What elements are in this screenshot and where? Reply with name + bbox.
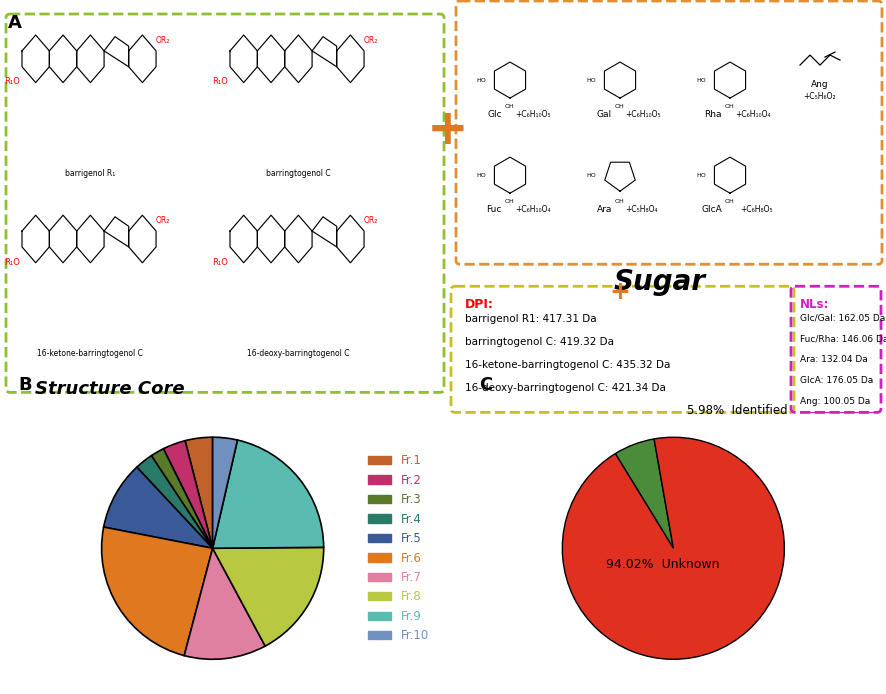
Text: DPI:: DPI: (465, 298, 494, 312)
Wedge shape (213, 440, 323, 548)
Text: OH: OH (505, 199, 515, 204)
Legend: Fr.1, Fr.2, Fr.3, Fr.4, Fr.5, Fr.6, Fr.7, Fr.8, Fr.9, Fr.10: Fr.1, Fr.2, Fr.3, Fr.4, Fr.5, Fr.6, Fr.7… (363, 449, 433, 648)
Text: +: + (610, 280, 631, 304)
Text: +C₅H₈O₄: +C₅H₈O₄ (626, 205, 658, 214)
Text: R₁O: R₁O (4, 77, 20, 86)
Text: +C₆H₁₀O₄: +C₆H₁₀O₄ (516, 205, 551, 214)
Wedge shape (184, 548, 265, 659)
Text: GlcA: GlcA (701, 205, 722, 214)
Wedge shape (563, 437, 784, 659)
Wedge shape (615, 439, 673, 548)
Text: Fuc/Rha: 146.06 Da: Fuc/Rha: 146.06 Da (800, 335, 886, 344)
Text: OR₂: OR₂ (155, 216, 169, 225)
Text: Glc/Gal: 162.05 Da: Glc/Gal: 162.05 Da (800, 313, 885, 322)
Text: +C₅H₆O₂: +C₅H₆O₂ (804, 92, 836, 101)
Wedge shape (163, 441, 213, 548)
Wedge shape (213, 548, 323, 646)
Wedge shape (102, 527, 213, 656)
Text: OH: OH (615, 199, 625, 204)
Text: 16-ketone-barringtogenol C: 16-ketone-barringtogenol C (37, 349, 144, 358)
Text: Glc: Glc (487, 110, 502, 119)
Wedge shape (185, 437, 213, 548)
Text: R₁O: R₁O (4, 257, 20, 266)
Text: OH: OH (505, 104, 515, 109)
Text: OR₂: OR₂ (363, 35, 377, 44)
Text: Ara: 132.04 Da: Ara: 132.04 Da (800, 355, 867, 364)
Text: barringtogenol C: 419.32 Da: barringtogenol C: 419.32 Da (465, 337, 614, 347)
Text: HO: HO (696, 173, 706, 178)
Text: OH: OH (725, 104, 734, 109)
Text: 16-deoxy-barringtogenol C: 16-deoxy-barringtogenol C (247, 349, 350, 358)
Text: +C₆H₁₀O₄: +C₆H₁₀O₄ (735, 110, 771, 119)
Text: barrigenol R1: 417.31 Da: barrigenol R1: 417.31 Da (465, 314, 596, 324)
Text: Ara: Ara (596, 205, 612, 214)
Text: 5.98%  Identified: 5.98% Identified (687, 404, 788, 417)
Text: Ang: Ang (812, 80, 828, 89)
Wedge shape (152, 449, 213, 548)
Text: +: + (427, 106, 469, 154)
Text: Sugar: Sugar (614, 269, 706, 296)
Text: Structure Core: Structure Core (35, 380, 185, 398)
Text: HO: HO (477, 173, 486, 178)
Text: NLs:: NLs: (800, 298, 829, 312)
Text: HO: HO (587, 173, 596, 178)
Text: C: C (479, 376, 493, 394)
Text: OR₂: OR₂ (363, 216, 377, 225)
Text: HO: HO (477, 78, 486, 83)
Wedge shape (104, 467, 213, 548)
Text: Fuc: Fuc (486, 205, 502, 214)
Text: Rha: Rha (704, 110, 722, 119)
Text: Gal: Gal (597, 110, 612, 119)
Text: HO: HO (696, 78, 706, 83)
Text: barrigenol R₁: barrigenol R₁ (66, 169, 115, 178)
Text: A: A (8, 14, 22, 32)
Text: +C₆H₁₀O₅: +C₆H₁₀O₅ (626, 110, 661, 119)
Text: Ang: 100.05 Da: Ang: 100.05 Da (800, 398, 870, 407)
Text: +C₆H₁₀O₅: +C₆H₁₀O₅ (516, 110, 551, 119)
Text: OH: OH (615, 104, 625, 109)
Text: B: B (19, 376, 32, 394)
Text: 16-deoxy-barringtogenol C: 421.34 Da: 16-deoxy-barringtogenol C: 421.34 Da (465, 383, 666, 393)
Text: barringtogenol C: barringtogenol C (266, 169, 330, 178)
Text: GlcA: 176.05 Da: GlcA: 176.05 Da (800, 376, 874, 385)
Text: HO: HO (587, 78, 596, 83)
Text: 94.02%  Unknown: 94.02% Unknown (605, 559, 719, 571)
Wedge shape (213, 437, 237, 548)
Wedge shape (136, 456, 213, 548)
Text: R₁O: R₁O (212, 77, 228, 86)
Text: OH: OH (725, 199, 734, 204)
Text: 16-ketone-barringtogenol C: 435.32 Da: 16-ketone-barringtogenol C: 435.32 Da (465, 360, 671, 371)
Text: OR₂: OR₂ (155, 35, 169, 44)
Text: +C₆H₈O₅: +C₆H₈O₅ (740, 205, 773, 214)
Text: R₁O: R₁O (212, 257, 228, 266)
